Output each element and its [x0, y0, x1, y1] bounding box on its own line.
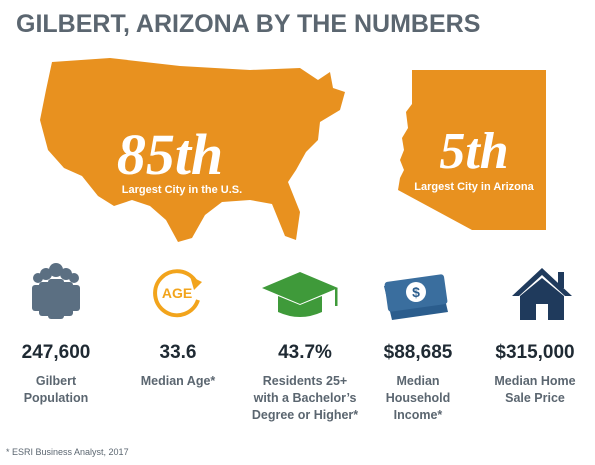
svg-text:$: $: [412, 284, 420, 300]
stat-value: 247,600: [22, 342, 91, 363]
us-rank: 85th: [117, 122, 223, 187]
stat-label: Residents 25+: [263, 374, 347, 388]
az-caption: Largest City in Arizona: [414, 181, 534, 193]
arizona-map: [398, 70, 546, 230]
stat-label: Median Home: [494, 374, 575, 388]
age-icon-text: AGE: [162, 285, 192, 301]
stat-label: Gilbert: [36, 374, 77, 388]
footnote: * ESRI Business Analyst, 2017: [6, 447, 129, 457]
stat-label: Household: [386, 391, 451, 405]
stat-label: Median: [396, 374, 439, 388]
age-icon: AGE: [153, 269, 202, 318]
stat-value: $315,000: [495, 342, 574, 363]
stat-label: with a Bachelor’s: [253, 391, 357, 405]
stat-value: 43.7%: [278, 342, 332, 363]
stat-label: Sale Price: [505, 391, 565, 405]
stat-label: Population: [24, 391, 89, 405]
stat-label: Degree or Higher*: [252, 408, 358, 422]
az-rank: 5th: [439, 123, 508, 180]
graduation-icon: [262, 272, 338, 317]
us-map: [40, 58, 345, 242]
us-caption: Largest City in the U.S.: [122, 184, 242, 196]
stat-value: 33.6: [160, 342, 197, 363]
title: GILBERT, ARIZONA BY THE NUMBERS: [16, 10, 480, 38]
stat-label: Median Age*: [141, 374, 216, 388]
stat-value: $88,685: [384, 342, 453, 363]
money-icon: $: [384, 274, 450, 320]
population-icon: [32, 263, 80, 319]
stat-label: Income*: [394, 408, 443, 422]
house-icon: [512, 268, 572, 320]
